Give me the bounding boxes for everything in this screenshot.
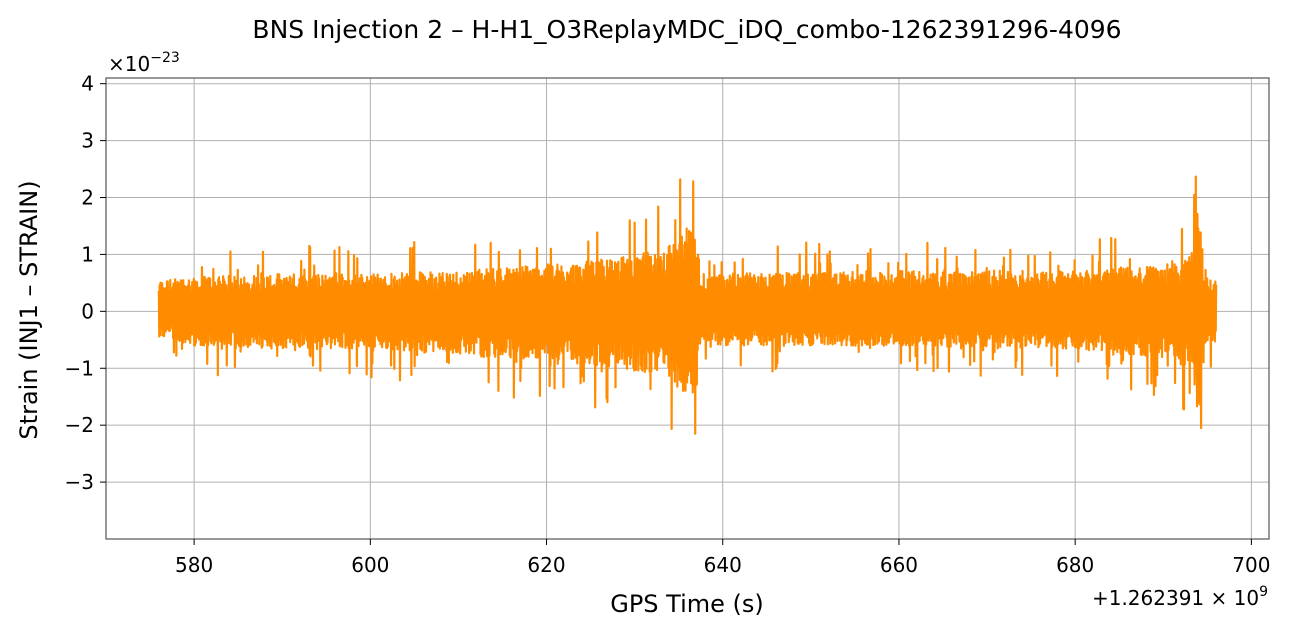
x-tick-label: 580 <box>175 553 213 577</box>
y-tick-label: 4 <box>81 72 94 96</box>
y-tick-label: −3 <box>65 470 94 494</box>
x-tick-label: 600 <box>351 553 389 577</box>
y-axis-ticks: −3 −2 −1 0 1 2 3 4 <box>65 72 106 494</box>
plot-frame <box>105 77 1270 540</box>
y-axis-label: Strain (INJ1 – STRAIN) <box>15 180 43 439</box>
x-tick-label: 660 <box>880 553 918 577</box>
x-tick-label: 680 <box>1056 553 1094 577</box>
y-tick-label: 0 <box>81 299 94 323</box>
x-tick-label: 640 <box>704 553 742 577</box>
x-axis-label: GPS Time (s) <box>610 590 764 618</box>
y-tick-label: −2 <box>65 413 94 437</box>
series-line <box>157 175 1218 435</box>
x-offset-exponent: 9 <box>1259 584 1268 600</box>
x-offset-label: +1.262391 × 109 <box>1092 584 1268 610</box>
y-tick-label: 2 <box>81 186 94 210</box>
y-tick-label: −1 <box>65 356 94 380</box>
y-scale-base: ×10 <box>108 52 150 76</box>
x-tick-label: 620 <box>527 553 565 577</box>
x-axis-ticks: 580 600 620 640 660 680 700 <box>175 539 1270 577</box>
x-offset-base: +1.262391 × 10 <box>1092 586 1259 610</box>
chart-title: BNS Injection 2 – H-H1_O3ReplayMDC_iDQ_c… <box>252 15 1121 44</box>
y-scale-label: ×10−23 <box>108 50 180 76</box>
x-tick-label: 700 <box>1232 553 1270 577</box>
y-tick-label: 1 <box>81 242 94 266</box>
y-scale-exponent: −23 <box>150 50 180 66</box>
y-tick-label: 3 <box>81 129 94 153</box>
series-group <box>157 175 1218 435</box>
